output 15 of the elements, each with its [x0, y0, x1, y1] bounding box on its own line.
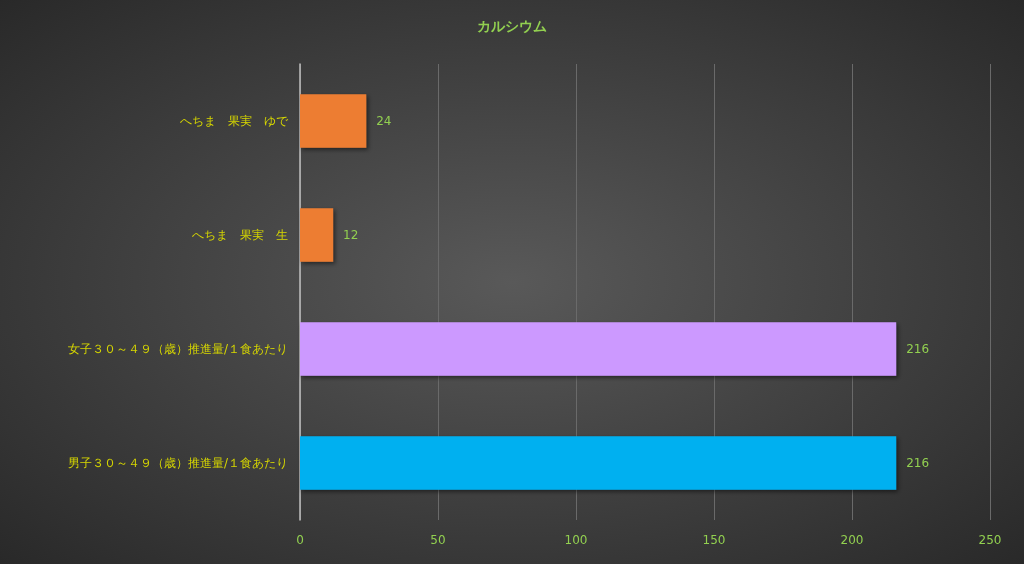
- x-tick-label: 100: [564, 533, 588, 547]
- x-tick-label: 150: [702, 533, 726, 547]
- y-tick-label: へちま 果実 生: [192, 228, 288, 242]
- y-tick-label: へちま 果実 ゆで: [180, 114, 289, 128]
- data-label: 216: [906, 456, 930, 470]
- x-tick-label: 250: [978, 533, 1002, 547]
- chart-title: カルシウム: [477, 18, 547, 34]
- x-tick-label: 0: [296, 533, 304, 547]
- data-label: 24: [376, 114, 392, 128]
- x-tick-label: 50: [430, 533, 446, 547]
- y-tick-label: 女子３０～４９（歳）推進量/１食あたり: [67, 342, 288, 356]
- data-label: 216: [906, 342, 930, 356]
- y-tick-label: 男子３０～４９（歳）推進量/１食あたり: [67, 456, 288, 470]
- data-label: 12: [343, 228, 359, 242]
- x-tick-label: 200: [840, 533, 864, 547]
